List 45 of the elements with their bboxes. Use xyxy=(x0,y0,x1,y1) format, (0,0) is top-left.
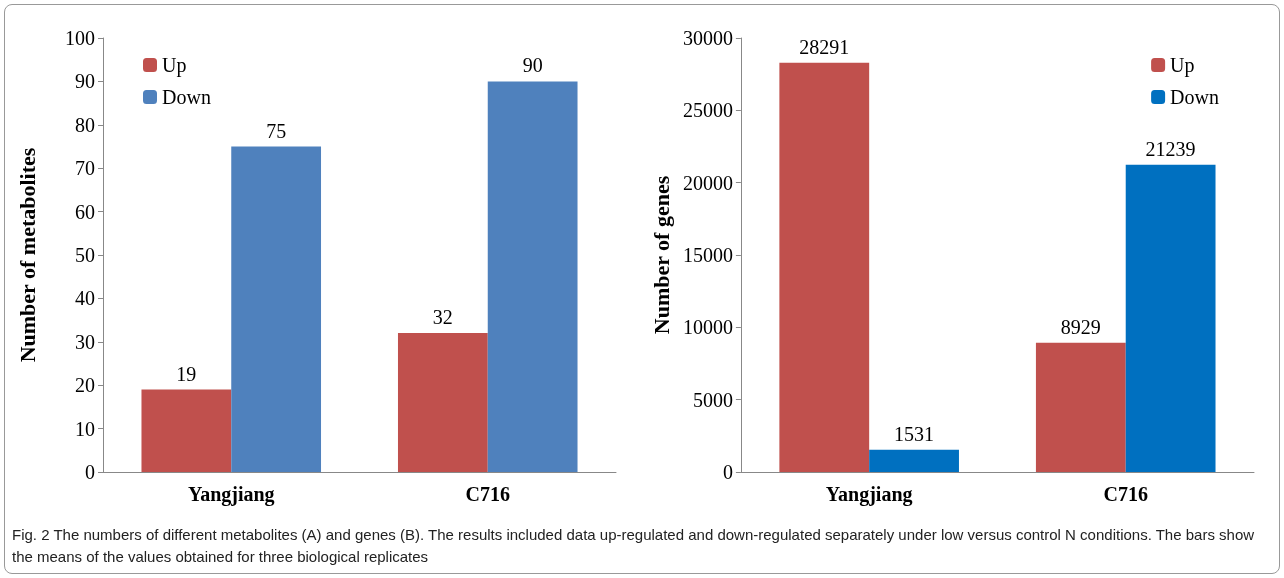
y-tick-label: 5000 xyxy=(692,388,733,411)
y-axis-title: Number of genes xyxy=(648,175,674,335)
y-tick-label: 90 xyxy=(75,70,95,93)
legend-label: Up xyxy=(1170,54,1195,77)
y-tick-label: 10000 xyxy=(682,316,733,339)
y-tick-label: 10 xyxy=(75,417,95,440)
y-axis-title: Number of metabolites xyxy=(14,147,40,363)
bar xyxy=(141,389,232,472)
bar xyxy=(1035,342,1126,472)
y-tick-label: 0 xyxy=(722,461,733,483)
x-tick-label: Yangjiang xyxy=(187,483,275,506)
y-tick-label: 30 xyxy=(75,330,95,353)
y-tick-label: 15000 xyxy=(682,244,733,266)
y-tick-label: 0 xyxy=(85,461,95,483)
bar xyxy=(869,449,959,472)
data-label: 28291 xyxy=(799,35,850,58)
bar xyxy=(487,81,578,472)
bar xyxy=(231,146,322,472)
y-tick-label: 50 xyxy=(75,244,95,266)
x-tick-label: C716 xyxy=(465,483,510,505)
y-tick-label: 20000 xyxy=(682,171,733,194)
y-tick-label: 60 xyxy=(75,200,95,223)
legend-label: Down xyxy=(162,86,211,108)
data-label: 32 xyxy=(432,306,453,329)
legend-label: Down xyxy=(1170,86,1219,108)
data-label: 8929 xyxy=(1060,315,1101,338)
bar xyxy=(1125,164,1216,472)
caption: Fig. 2 The numbers of different metabolites (A) and genes (B). The results included data up-regulated and down-regulated separately under low versus control N conditions. The bars show the means of the values obtained for three biological replicates xyxy=(12,525,1256,567)
y-tick-label: 25000 xyxy=(682,99,733,122)
y-tick-label: 30000 xyxy=(682,27,733,49)
data-label: 90 xyxy=(522,54,543,77)
y-tick-label: 70 xyxy=(75,157,95,180)
y-tick-label: 20 xyxy=(75,374,95,397)
x-tick-label: Yangjiang xyxy=(825,483,913,506)
bar xyxy=(397,333,488,472)
y-tick-label: 40 xyxy=(75,287,95,310)
data-label: 75 xyxy=(266,119,287,142)
x-tick-label: C716 xyxy=(1103,483,1148,505)
data-label: 19 xyxy=(176,362,197,385)
data-label: 1531 xyxy=(894,422,935,445)
y-tick-label: 80 xyxy=(75,113,95,136)
bar xyxy=(779,62,870,472)
legend-label: Up xyxy=(162,54,187,77)
y-tick-label: 100 xyxy=(65,27,95,49)
data-label: 21239 xyxy=(1145,137,1196,160)
